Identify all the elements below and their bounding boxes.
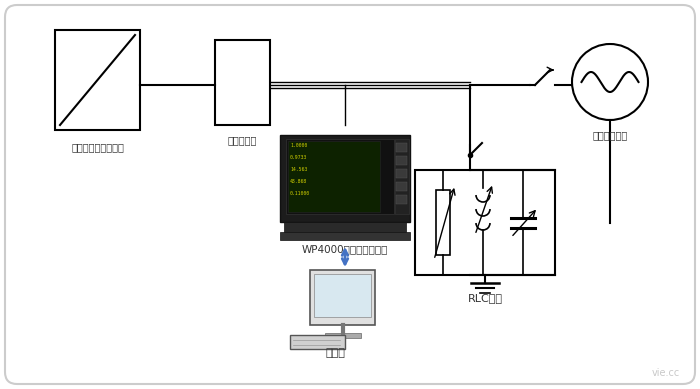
Bar	[314, 274, 371, 317]
Text: 上位机: 上位机	[325, 348, 345, 358]
Bar	[215, 40, 270, 125]
Text: 太阳能光伏模拟电源: 太阳能光伏模拟电源	[71, 142, 124, 152]
Text: vie.cc: vie.cc	[652, 368, 680, 378]
Text: 电网模拟电源: 电网模拟电源	[592, 130, 628, 140]
Bar	[415, 170, 555, 275]
FancyBboxPatch shape	[5, 5, 695, 384]
Text: 14.563: 14.563	[290, 167, 307, 172]
Text: 1.0000: 1.0000	[290, 143, 307, 148]
Bar	[325, 333, 360, 338]
Bar	[280, 135, 410, 222]
Bar	[288, 141, 380, 212]
Bar	[436, 190, 450, 255]
Bar	[286, 139, 394, 214]
Text: WP4000变频功率分析仪: WP4000变频功率分析仪	[302, 244, 388, 254]
Bar	[396, 143, 407, 152]
Text: 48.868: 48.868	[290, 179, 307, 184]
Text: 0.9733: 0.9733	[290, 155, 307, 160]
Bar	[396, 156, 407, 165]
Bar	[396, 182, 407, 191]
Bar	[290, 335, 345, 349]
Bar	[280, 232, 410, 240]
Bar	[284, 222, 406, 232]
Bar	[55, 30, 140, 130]
Text: RLC负载: RLC负载	[468, 293, 503, 303]
Bar	[396, 195, 407, 204]
Circle shape	[572, 44, 648, 120]
Bar	[395, 139, 409, 214]
Text: 0.11000: 0.11000	[290, 191, 310, 196]
Text: 被试逆变器: 被试逆变器	[228, 135, 257, 145]
Bar	[310, 270, 375, 325]
Bar	[396, 169, 407, 178]
